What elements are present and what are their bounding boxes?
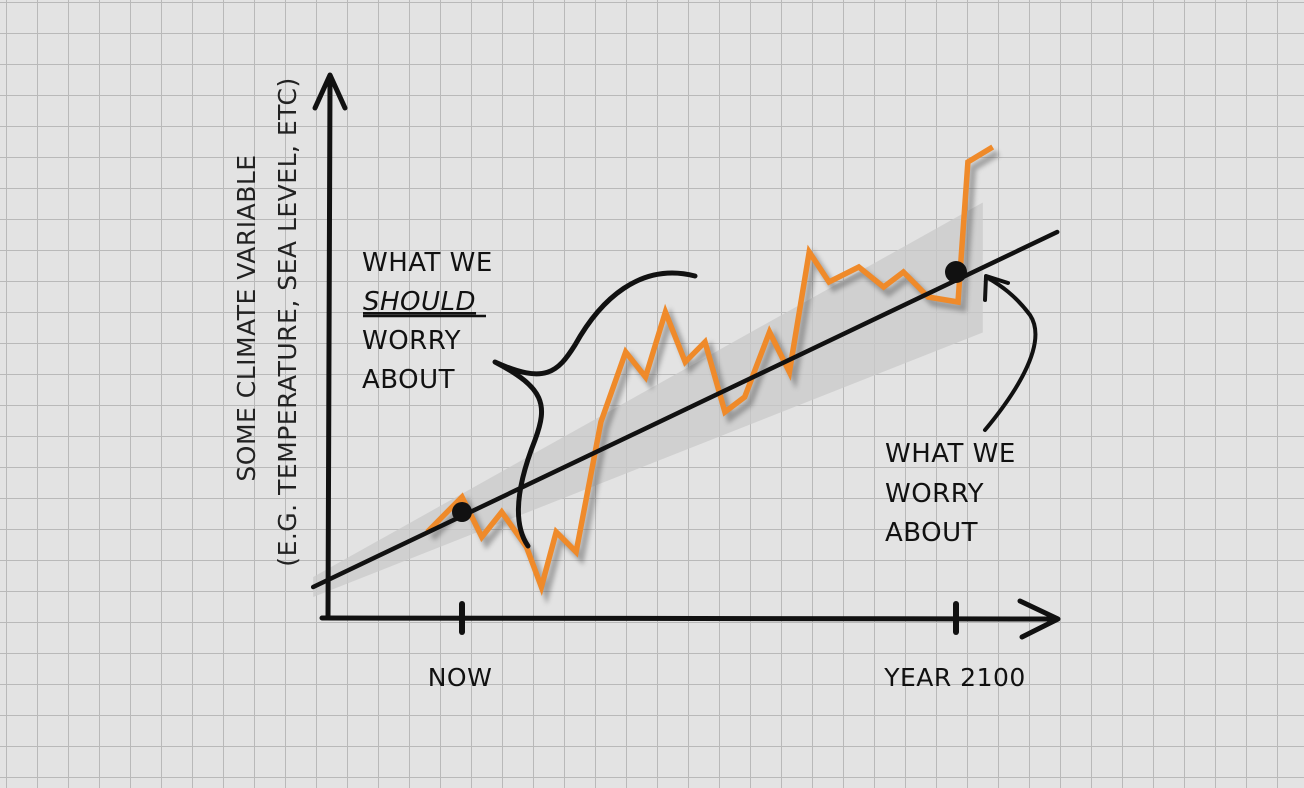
annotation-line: ABOUT [885,518,978,548]
y-axis [325,79,333,621]
worry-arrowhead [983,274,1010,302]
y-axis-arrowhead [312,72,348,111]
tick-label-now: NOW [428,663,493,692]
annotation-line: ABOUT [362,365,455,395]
x-axis [319,615,1059,622]
worry-arrow [983,276,1038,432]
y-axis-label: SOME CLIMATE VARIABLE [232,154,261,481]
annotation-emphasis: SHOULD [363,287,476,317]
annotation-should-worry: WHAT WE SHOULD WORRY ABOUT [362,248,493,395]
y-axis-sublabel: (E.G. TEMPERATURE, SEA LEVEL, ETC) [273,77,302,566]
annotation-line: WORRY [885,479,984,509]
trend-line [310,229,1060,590]
annotation-worry: WHAT WE WORRY ABOUT [885,439,1016,548]
marker-now [452,502,472,522]
uncertainty-band [313,202,983,597]
annotation-line: WHAT WE [885,439,1016,469]
annotation-line: WHAT WE [362,248,493,278]
marker-2100 [945,261,967,283]
curly-bracket [492,270,698,549]
climate-variable-line [425,144,995,597]
x-axis-arrowhead [1017,598,1061,640]
annotation-line: WORRY [362,326,461,356]
tick-label-2100: YEAR 2100 [883,663,1026,692]
